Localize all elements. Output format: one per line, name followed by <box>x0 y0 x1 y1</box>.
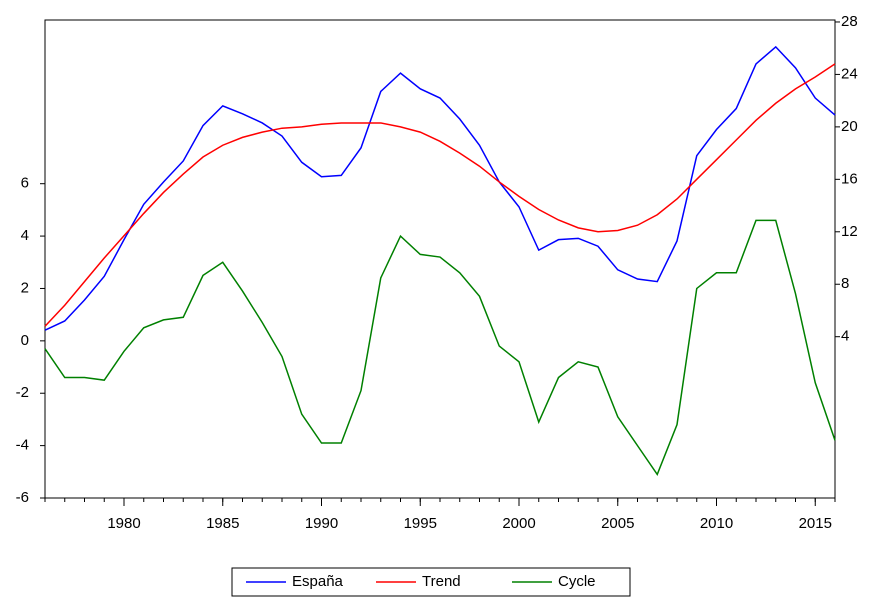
x-tick-label: 2015 <box>799 515 832 532</box>
y-tick-label: 2 <box>21 279 29 296</box>
x-tick-label: 2005 <box>601 515 634 532</box>
series-line <box>44 219 836 477</box>
x-tick-label: 2000 <box>502 515 535 532</box>
y-tick-label: 6 <box>21 175 29 192</box>
legend-box <box>231 567 631 597</box>
legend-label: España <box>292 573 344 590</box>
y-tick-label: -4 <box>16 437 29 454</box>
y-tick-label: 4 <box>21 227 29 244</box>
y2-tick-label: 8 <box>841 275 849 292</box>
plot-frame <box>44 19 836 499</box>
y2-tick-label: 24 <box>841 65 858 82</box>
x-tick-label: 1990 <box>305 515 338 532</box>
legend-label: Trend <box>422 573 461 590</box>
y2-tick-label: 16 <box>841 170 858 187</box>
x-tick-label: 1995 <box>404 515 437 532</box>
y-tick-label: -2 <box>16 384 29 401</box>
legend-label: Cycle <box>558 573 596 590</box>
x-tick-label: 1985 <box>206 515 239 532</box>
y2-tick-label: 28 <box>841 13 858 30</box>
y2-tick-label: 12 <box>841 223 858 240</box>
y-tick-label: -6 <box>16 489 29 506</box>
x-tick-label: 2010 <box>700 515 733 532</box>
series-line <box>44 63 836 327</box>
series-line <box>44 45 836 331</box>
y2-tick-label: 20 <box>841 118 858 135</box>
y2-tick-label: 4 <box>841 328 849 345</box>
x-tick-label: 1980 <box>107 515 140 532</box>
y-tick-label: 0 <box>21 332 29 349</box>
